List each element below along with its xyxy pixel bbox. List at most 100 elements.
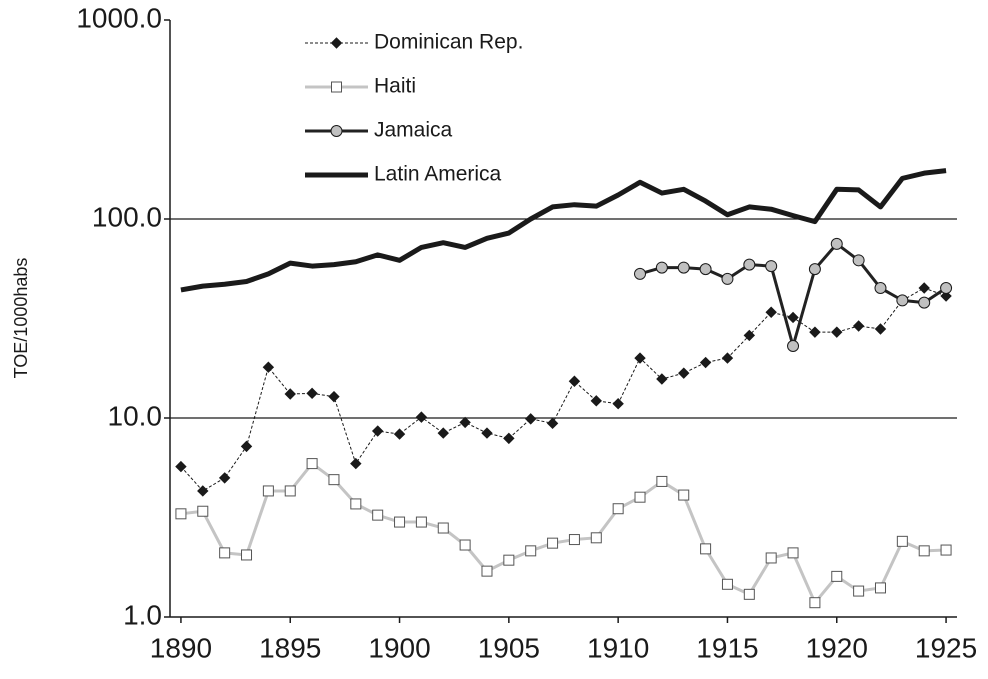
y-tick-label: 1000.0 bbox=[76, 2, 162, 33]
marker bbox=[415, 411, 428, 423]
x-tick-label: 1925 bbox=[915, 632, 977, 663]
legend-label: Jamaica bbox=[374, 119, 453, 142]
marker bbox=[306, 458, 318, 470]
marker bbox=[262, 485, 274, 497]
marker bbox=[175, 508, 187, 520]
marker bbox=[677, 261, 690, 274]
marker bbox=[940, 290, 952, 302]
marker bbox=[330, 37, 343, 49]
marker bbox=[306, 387, 318, 400]
marker bbox=[721, 352, 734, 364]
marker bbox=[743, 588, 755, 600]
marker bbox=[940, 282, 953, 295]
marker bbox=[831, 570, 843, 582]
marker bbox=[350, 457, 362, 470]
marker bbox=[874, 323, 887, 335]
marker bbox=[350, 498, 362, 510]
marker bbox=[809, 326, 821, 338]
marker bbox=[590, 395, 602, 407]
marker bbox=[262, 361, 275, 373]
x-tick-label: 1915 bbox=[696, 632, 758, 663]
y-axis-title: TOE/1000habs bbox=[11, 258, 31, 379]
x-tick-label: 1890 bbox=[150, 632, 212, 663]
y-tick-label: 100.0 bbox=[92, 201, 162, 232]
marker bbox=[612, 397, 624, 410]
marker bbox=[874, 282, 887, 295]
marker bbox=[787, 311, 799, 324]
marker bbox=[437, 427, 449, 439]
marker bbox=[459, 539, 471, 551]
marker bbox=[787, 547, 799, 559]
y-tick-label: 1.0 bbox=[123, 599, 162, 630]
marker bbox=[830, 237, 843, 250]
marker bbox=[568, 375, 581, 387]
marker bbox=[743, 258, 756, 271]
marker bbox=[284, 388, 296, 400]
marker bbox=[940, 544, 952, 556]
marker bbox=[765, 552, 777, 564]
marker bbox=[197, 485, 209, 497]
marker bbox=[612, 503, 624, 515]
marker bbox=[241, 549, 253, 561]
marker bbox=[655, 261, 668, 274]
marker bbox=[547, 537, 559, 549]
marker bbox=[503, 554, 515, 566]
x-tick-label: 1900 bbox=[368, 632, 430, 663]
marker bbox=[852, 320, 865, 332]
x-tick-label: 1905 bbox=[478, 632, 540, 663]
series-line bbox=[180, 287, 947, 492]
marker bbox=[656, 373, 668, 385]
marker bbox=[699, 356, 712, 369]
series-line bbox=[180, 168, 947, 293]
marker bbox=[590, 532, 602, 544]
marker bbox=[546, 417, 559, 430]
marker bbox=[503, 432, 515, 445]
marker bbox=[721, 578, 733, 590]
marker bbox=[678, 489, 690, 501]
marker bbox=[415, 516, 427, 528]
marker bbox=[809, 597, 821, 609]
marker bbox=[328, 390, 340, 403]
marker bbox=[393, 428, 406, 440]
marker bbox=[175, 460, 187, 473]
marker bbox=[437, 522, 449, 534]
marker bbox=[481, 565, 493, 577]
marker bbox=[678, 367, 690, 379]
marker bbox=[808, 263, 821, 276]
marker bbox=[634, 491, 646, 503]
marker bbox=[896, 535, 908, 547]
marker bbox=[371, 425, 384, 437]
marker bbox=[634, 267, 647, 280]
marker bbox=[896, 294, 909, 307]
marker bbox=[525, 413, 537, 425]
marker bbox=[853, 585, 865, 597]
legend-label: Haiti bbox=[374, 75, 416, 98]
marker bbox=[700, 543, 712, 555]
marker bbox=[918, 282, 930, 294]
marker bbox=[481, 427, 493, 439]
marker bbox=[765, 306, 777, 318]
marker bbox=[394, 516, 406, 528]
marker bbox=[787, 340, 800, 353]
marker bbox=[372, 509, 384, 521]
marker bbox=[459, 416, 471, 429]
marker bbox=[240, 440, 253, 453]
x-tick-label: 1920 bbox=[806, 632, 868, 663]
x-tick-label: 1895 bbox=[259, 632, 321, 663]
marker bbox=[918, 296, 931, 309]
marker bbox=[525, 545, 537, 557]
marker bbox=[743, 329, 756, 342]
marker bbox=[218, 472, 231, 484]
marker bbox=[831, 326, 843, 338]
x-tick-label: 1910 bbox=[587, 632, 649, 663]
marker bbox=[284, 485, 296, 497]
marker bbox=[330, 125, 343, 137]
legend-label: Dominican Rep. bbox=[374, 31, 523, 54]
marker bbox=[328, 474, 340, 486]
marker bbox=[197, 505, 209, 517]
marker bbox=[874, 582, 886, 594]
marker bbox=[656, 475, 668, 487]
marker bbox=[852, 254, 865, 267]
marker bbox=[634, 352, 646, 364]
